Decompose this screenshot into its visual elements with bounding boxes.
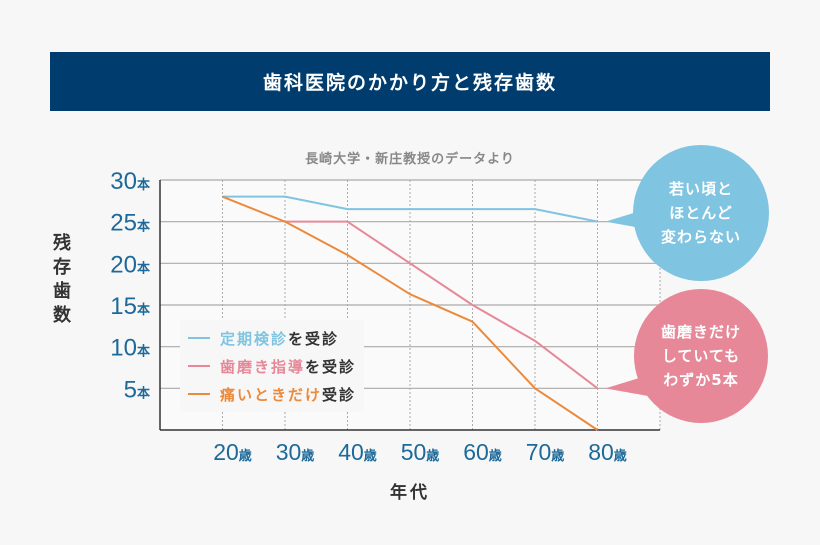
- annotation-bubble: [633, 145, 769, 281]
- x-tick-label: 20歳: [213, 439, 252, 465]
- legend-label-suffix: 受診: [322, 385, 357, 404]
- chart-subtitle: 長崎大学・新庄教授のデータより: [305, 152, 515, 167]
- legend-label: 歯磨き指導: [220, 357, 306, 376]
- annotation-text: 歯磨きだけ していても わずか5本: [660, 323, 741, 389]
- y-tick-label: 5本: [124, 376, 150, 403]
- legend-swatch: [188, 365, 210, 367]
- legend-swatch: [188, 337, 210, 339]
- legend-label: 定期検診: [220, 329, 289, 348]
- x-tick-label: 60歳: [463, 439, 502, 465]
- series-line: [222, 195, 598, 223]
- legend-item: 痛いときだけ 受診: [188, 380, 356, 408]
- series-line: [285, 220, 599, 390]
- annotation-bubble: [634, 289, 768, 423]
- y-tick-label: 20本: [110, 251, 150, 278]
- annotation-text: 若い頃と ほとんど 変わらない: [660, 180, 741, 246]
- legend-swatch: [188, 393, 210, 395]
- x-tick-label: 70歳: [526, 439, 565, 465]
- x-tick-label: 40歳: [338, 439, 377, 465]
- legend: 定期検診 を受診 歯磨き指導 を受診 痛いときだけ 受診: [180, 320, 365, 412]
- x-tick-label: 30歳: [276, 439, 315, 465]
- chart-title: 歯科医院のかかり方と残存歯数: [50, 52, 770, 111]
- y-axis-label: 残存歯数: [53, 233, 71, 326]
- y-tick-label: 30本: [110, 168, 150, 195]
- legend-item: 定期検診 を受診: [188, 324, 356, 352]
- x-axis-label: 年代: [390, 483, 430, 503]
- y-tick-label: 25本: [110, 210, 150, 237]
- legend-label-suffix: を受診: [305, 357, 357, 376]
- x-tick-label: 80歳: [588, 439, 627, 465]
- legend-label: 痛いときだけ: [220, 385, 323, 404]
- legend-label-suffix: を受診: [288, 329, 340, 348]
- series-line: [222, 195, 599, 431]
- legend-item: 歯磨き指導 を受診: [188, 352, 356, 380]
- y-tick-label: 10本: [110, 335, 150, 362]
- y-tick-label: 15本: [110, 293, 150, 320]
- x-tick-label: 50歳: [401, 439, 440, 465]
